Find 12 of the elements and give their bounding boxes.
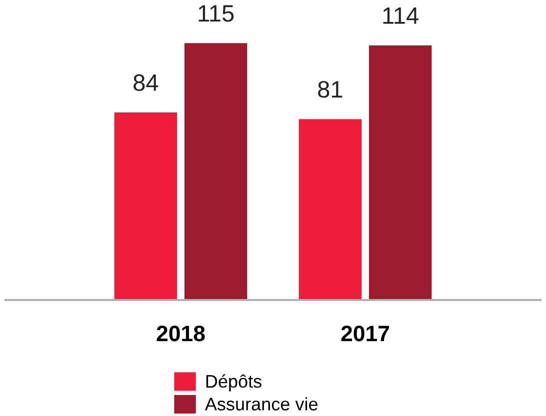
data-label: 84 [134, 74, 158, 92]
x-tick-label: 2018 [156, 326, 205, 342]
bar [114, 112, 178, 300]
bar [298, 119, 362, 300]
x-tick-label: 2017 [341, 326, 389, 342]
data-label: 81 [318, 81, 342, 98]
bar [368, 45, 432, 300]
legend-label: Dépôts [206, 374, 262, 392]
legend-label: Assurance vie [204, 397, 318, 410]
data-label: 114 [383, 8, 418, 24]
data-label: 115 [198, 5, 234, 22]
bar [184, 43, 248, 300]
